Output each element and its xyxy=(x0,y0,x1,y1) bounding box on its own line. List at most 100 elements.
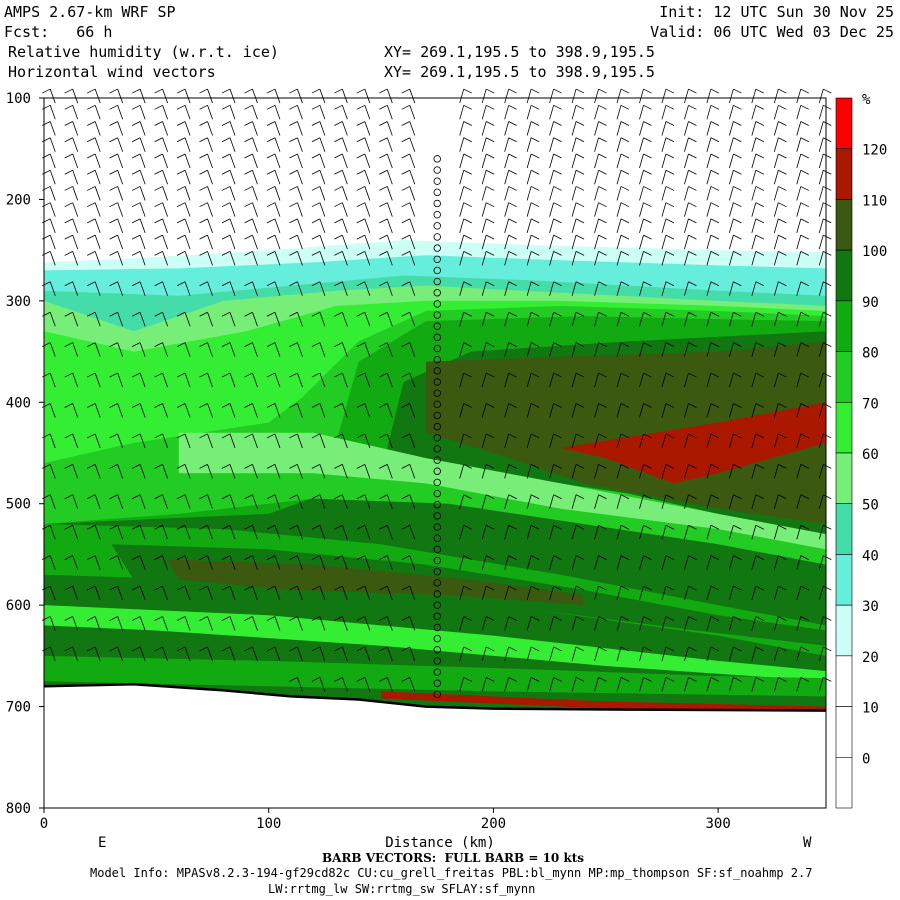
wind-barb xyxy=(409,585,416,601)
wind-barb xyxy=(162,202,168,217)
wind-barb xyxy=(162,153,168,169)
wind-barb xyxy=(252,105,258,120)
wind-barb xyxy=(162,372,168,388)
wind-barb xyxy=(117,525,124,540)
wind-barb xyxy=(504,464,510,479)
wind-barb-flag xyxy=(486,585,495,591)
wind-barb xyxy=(616,616,622,631)
wind-barb xyxy=(341,464,348,479)
wind-barb xyxy=(386,403,393,418)
wind-barb xyxy=(773,372,779,388)
wind-barb-flag xyxy=(530,218,540,224)
wind-barb-flag xyxy=(311,433,321,439)
wind-barb xyxy=(341,121,348,136)
wind-barb xyxy=(207,494,213,509)
wind-barb-flag xyxy=(598,250,607,256)
wind-barb xyxy=(409,525,416,540)
wind-barb-flag xyxy=(643,524,652,530)
wind-barb xyxy=(526,677,532,692)
wind-barb xyxy=(139,105,146,120)
wind-barb xyxy=(252,281,258,296)
wind-barb xyxy=(184,646,191,662)
wind-barb xyxy=(459,153,465,169)
wind-barb xyxy=(252,403,258,418)
wind-barb-flag xyxy=(131,372,141,378)
wind-barb xyxy=(796,202,802,217)
wind-barb-flag xyxy=(221,186,231,191)
wind-barb xyxy=(364,202,371,217)
wind-barb xyxy=(184,494,191,509)
wind-barb xyxy=(319,403,326,418)
wind-barb-flag xyxy=(311,218,321,224)
wind-barb-flag xyxy=(778,646,787,652)
wind-barb xyxy=(616,153,622,169)
wind-barb-flag xyxy=(688,494,697,500)
wind-barb-flag xyxy=(131,433,141,439)
wind-barb xyxy=(594,616,599,631)
colorbar-box xyxy=(835,655,853,707)
wind-barb xyxy=(459,464,465,479)
wind-barb xyxy=(49,218,56,234)
wind-barb-flag xyxy=(109,202,118,208)
wind-barb xyxy=(184,585,191,601)
wind-barb-flag xyxy=(620,186,630,191)
wind-barb-flag xyxy=(508,311,517,317)
wind-barb-flag xyxy=(154,281,163,287)
wind-barb xyxy=(796,494,802,509)
wind-barb-flag xyxy=(64,250,73,256)
wind-barb-flag xyxy=(266,311,276,317)
wind-barb-flag xyxy=(508,494,517,500)
calm-circle xyxy=(433,690,441,699)
wind-barb xyxy=(341,372,348,388)
wind-barb xyxy=(481,281,487,296)
wind-barb xyxy=(571,403,577,418)
wind-barb-flag xyxy=(530,234,540,240)
wind-barb xyxy=(297,585,303,601)
wind-barb xyxy=(139,646,146,662)
calm-circle xyxy=(433,300,441,308)
wind-barb xyxy=(684,555,689,570)
wind-barb xyxy=(117,464,124,479)
wind-barb xyxy=(594,281,599,296)
wind-barb xyxy=(319,105,326,120)
wind-barb xyxy=(184,342,191,357)
wind-barb xyxy=(818,312,824,327)
wind-barb-flag xyxy=(575,202,585,208)
wind-barb-flag xyxy=(379,153,388,159)
colorbar-label: 70 xyxy=(862,396,879,412)
wind-barb xyxy=(818,153,824,169)
wind-barb-flag xyxy=(131,234,141,240)
wind-barb xyxy=(706,525,712,540)
wind-barb xyxy=(319,202,326,217)
wind-barb-flag xyxy=(823,676,832,682)
wind-barb xyxy=(504,137,510,152)
colorbar-label: 80 xyxy=(862,346,879,362)
wind-barb xyxy=(459,88,465,104)
wind-barb xyxy=(661,646,667,662)
wind-barb xyxy=(661,186,667,201)
wind-barb xyxy=(364,121,371,136)
wind-barb-flag xyxy=(64,372,73,378)
wind-barb xyxy=(49,281,56,296)
wind-barb xyxy=(728,312,734,327)
wind-barb-flag xyxy=(486,463,495,469)
wind-barb xyxy=(481,105,487,120)
wind-barb xyxy=(409,677,416,692)
dry-region xyxy=(44,98,826,263)
wind-barb-flag xyxy=(665,169,675,175)
wind-barb-flag xyxy=(800,234,809,240)
wind-barb-flag xyxy=(823,585,832,591)
wind-barb xyxy=(751,251,757,266)
wind-barb-flag xyxy=(311,616,321,621)
wind-barb xyxy=(751,153,757,169)
wind-barb xyxy=(728,433,734,449)
wind-barb-flag xyxy=(800,169,809,175)
wind-barb xyxy=(229,186,236,201)
wind-barb-flag xyxy=(778,281,787,287)
wind-barb-flag xyxy=(64,186,73,191)
wind-barb xyxy=(319,88,326,104)
wind-barb-flag xyxy=(620,524,630,530)
wind-barb xyxy=(773,137,779,152)
wind-barb-flag xyxy=(131,186,141,191)
wind-barb-flag xyxy=(109,555,118,561)
